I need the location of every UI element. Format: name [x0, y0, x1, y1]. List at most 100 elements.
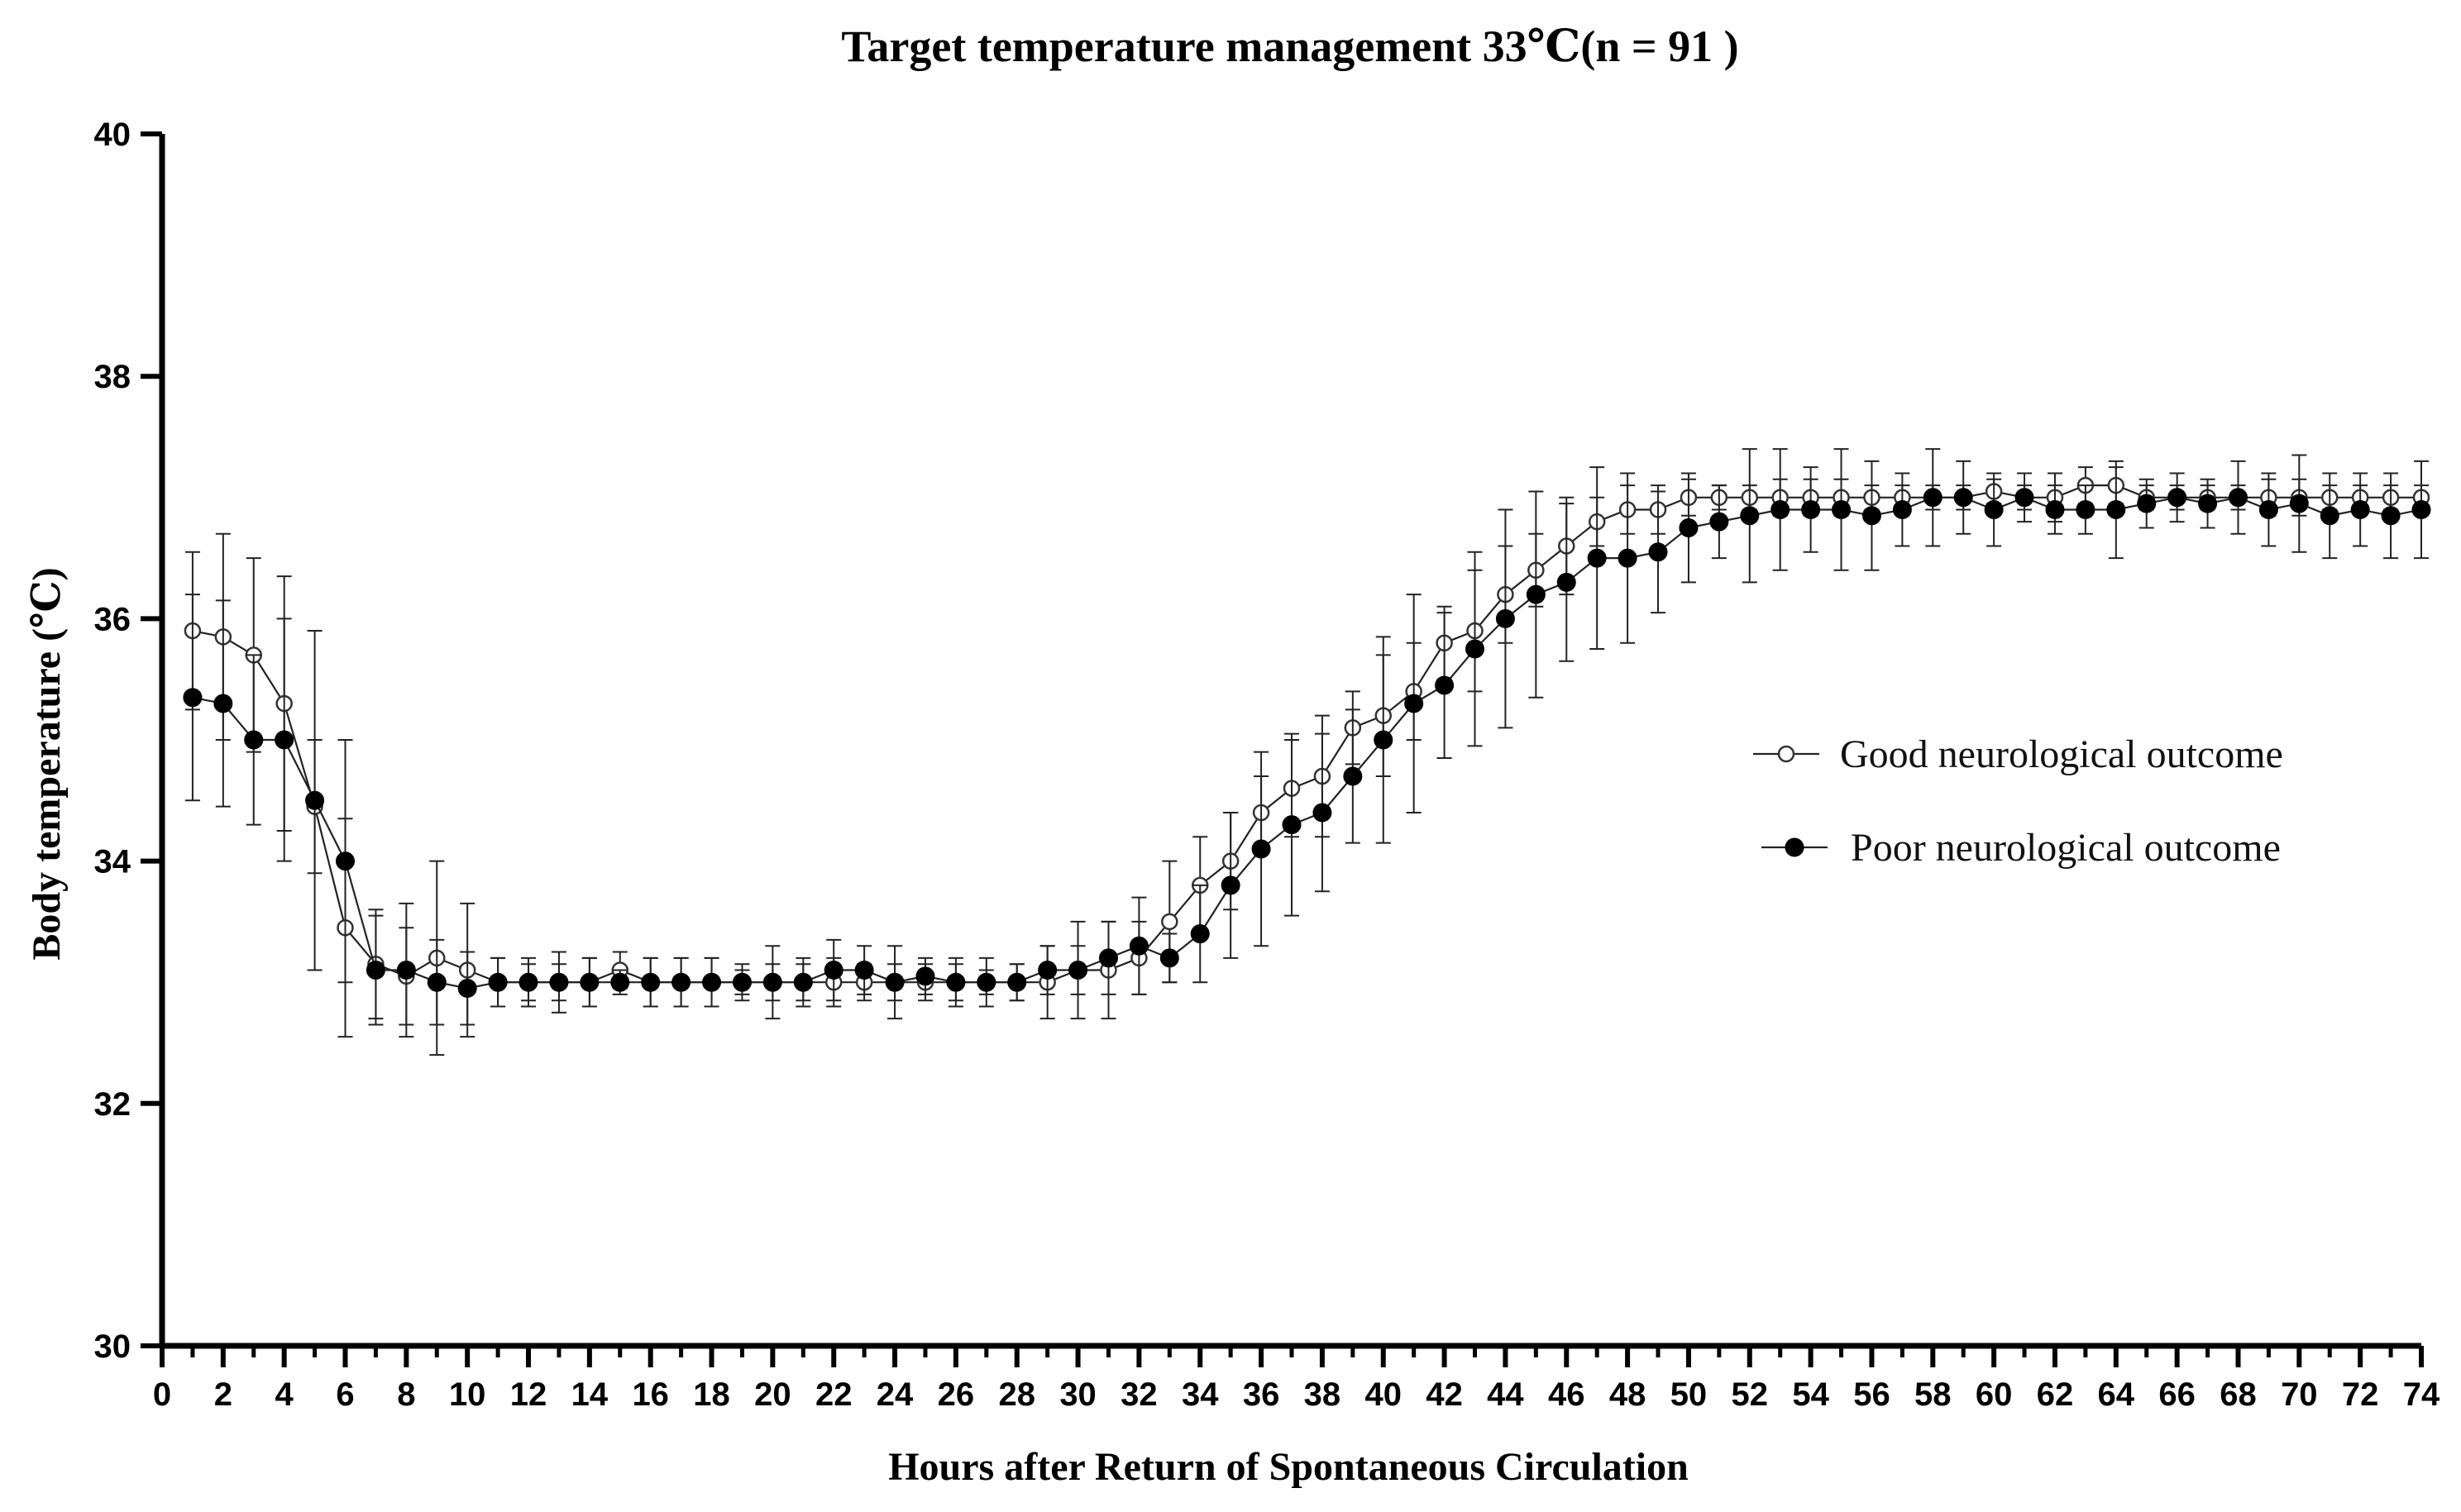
data-point-filled — [1709, 512, 1729, 532]
data-point-filled — [1465, 639, 1485, 659]
x-tick-label: 64 — [2098, 1376, 2135, 1413]
data-point-filled — [1038, 961, 1058, 980]
legend-marker-filled — [1785, 837, 1804, 857]
data-point-filled — [2137, 494, 2157, 513]
data-point-filled — [1343, 766, 1363, 786]
series-2 — [183, 448, 2431, 1038]
data-point-filled — [1740, 506, 1760, 526]
x-tick-label: 18 — [693, 1376, 730, 1413]
x-tick-label: 8 — [397, 1376, 415, 1413]
data-point-filled — [396, 961, 416, 980]
data-point-filled — [1495, 608, 1515, 628]
x-tick-label: 22 — [815, 1376, 853, 1413]
x-tick-label: 68 — [2220, 1376, 2257, 1413]
x-tick-label: 6 — [336, 1376, 354, 1413]
data-point-filled — [1953, 488, 1973, 508]
y-tick-label: 30 — [94, 1328, 131, 1365]
data-point-filled — [1374, 730, 1393, 750]
legend-label: Good neurological outcome — [1840, 732, 2283, 776]
data-point-filled — [1129, 936, 1149, 956]
y-axis-label: Body temperature (℃) — [25, 567, 69, 960]
x-tick-label: 44 — [1487, 1376, 1524, 1413]
data-point-filled — [305, 790, 325, 810]
data-point-filled — [366, 961, 385, 980]
data-point-filled — [1435, 675, 1455, 695]
x-tick-label: 14 — [571, 1376, 609, 1413]
x-tick-label: 4 — [275, 1376, 294, 1413]
data-point-filled — [2076, 499, 2095, 519]
data-point-filled — [580, 972, 600, 992]
data-point-filled — [183, 688, 203, 708]
x-tick-label: 52 — [1732, 1376, 1769, 1413]
x-tick-label: 70 — [2281, 1376, 2318, 1413]
x-tick-label: 74 — [2403, 1376, 2440, 1413]
x-tick-label: 42 — [1426, 1376, 1463, 1413]
data-point-filled — [518, 972, 538, 992]
x-tick-label: 50 — [1670, 1376, 1708, 1413]
x-tick-label: 0 — [153, 1376, 171, 1413]
legend: Good neurological outcome Poor neurologic… — [1753, 732, 2283, 870]
y-tick-label: 36 — [94, 601, 131, 637]
data-point-filled — [702, 972, 722, 992]
data-point-filled — [1618, 548, 1637, 568]
chart-title: Target temperature management 33℃(n = 91… — [841, 21, 1738, 71]
x-tick-label: 40 — [1365, 1376, 1403, 1413]
data-point-filled — [1923, 488, 1943, 508]
data-point-filled — [1770, 499, 1790, 519]
y-tick-label: 32 — [94, 1086, 131, 1123]
data-point-filled — [2411, 499, 2431, 519]
x-tick-label: 62 — [2037, 1376, 2074, 1413]
data-point-filled — [1190, 924, 1210, 944]
data-point-filled — [1404, 694, 1424, 713]
data-point-filled — [213, 694, 233, 713]
legend-marker-open — [1777, 745, 1795, 763]
y-tick-label: 34 — [94, 844, 131, 880]
data-point-filled — [1221, 875, 1240, 895]
data-point-filled — [1984, 499, 2004, 519]
x-tick-label: 10 — [449, 1376, 486, 1413]
data-point-filled — [1679, 518, 1699, 537]
x-tick-label: 60 — [1976, 1376, 2013, 1413]
x-tick-label: 32 — [1121, 1376, 1158, 1413]
x-tick-label: 66 — [2158, 1376, 2196, 1413]
x-tick-label: 26 — [938, 1376, 975, 1413]
data-point-filled — [1159, 948, 1179, 968]
x-tick-label: 16 — [632, 1376, 669, 1413]
series-layer — [183, 448, 2431, 1056]
x-tick-label: 24 — [877, 1376, 914, 1413]
data-point-filled — [2014, 488, 2034, 508]
data-point-filled — [1098, 948, 1118, 968]
data-point-filled — [641, 972, 661, 992]
data-point-filled — [1282, 815, 1302, 835]
legend-label: Poor neurological outcome — [1851, 826, 2281, 870]
data-point-filled — [977, 972, 996, 992]
data-point-filled — [2258, 499, 2278, 519]
data-point-filled — [2106, 499, 2126, 519]
data-point-filled — [854, 961, 874, 980]
data-point-filled — [2167, 488, 2187, 508]
data-point-filled — [1801, 499, 1821, 519]
data-point-filled — [1861, 506, 1881, 526]
x-tick-label: 36 — [1243, 1376, 1280, 1413]
data-point-filled — [732, 972, 752, 992]
x-tick-label: 34 — [1182, 1376, 1219, 1413]
data-point-filled — [427, 972, 447, 992]
legend-item-2: Poor neurological outcome — [1761, 826, 2281, 870]
data-point-filled — [2320, 506, 2339, 526]
y-tick-label: 38 — [94, 359, 131, 395]
data-point-filled — [1832, 499, 1852, 519]
y-tick-label: 40 — [94, 117, 131, 153]
data-point-filled — [610, 972, 630, 992]
data-point-filled — [1556, 572, 1576, 592]
data-point-filled — [915, 966, 935, 986]
data-point-filled — [2198, 494, 2218, 513]
data-point-filled — [671, 972, 691, 992]
data-point-filled — [762, 972, 782, 992]
data-point-filled — [1587, 548, 1607, 568]
legend-item-1: Good neurological outcome — [1753, 732, 2283, 776]
x-tick-label: 46 — [1548, 1376, 1585, 1413]
data-point-filled — [2228, 488, 2248, 508]
